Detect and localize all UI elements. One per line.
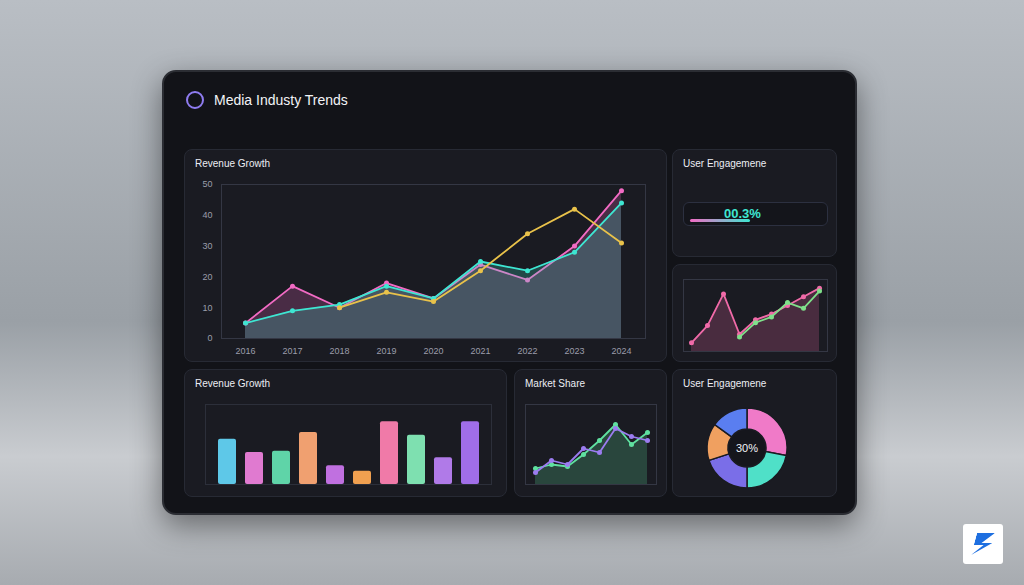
svg-text:2017: 2017 xyxy=(282,346,302,356)
html-text:00.3%: 00.3% xyxy=(724,206,761,221)
svg-text:40: 40 xyxy=(202,210,212,220)
svg-text:2020: 2020 xyxy=(423,346,443,356)
svg-text:30: 30 xyxy=(202,241,212,251)
svg-text:30%: 30% xyxy=(736,442,758,454)
svg-text:0: 0 xyxy=(207,333,212,343)
html-text:User Engagemene: User Engagemene xyxy=(683,378,767,389)
svg-text:2023: 2023 xyxy=(564,346,584,356)
html-text:Market Share: Market Share xyxy=(525,378,585,389)
svg-text:10: 10 xyxy=(202,303,212,313)
svg-text:2022: 2022 xyxy=(517,346,537,356)
html-text:Media Industy Trends: Media Industy Trends xyxy=(214,92,348,108)
svg-text:2016: 2016 xyxy=(235,346,255,356)
svg-text:2021: 2021 xyxy=(470,346,490,356)
html-text:Revenue Growth: Revenue Growth xyxy=(195,158,270,169)
svg-text:2019: 2019 xyxy=(376,346,396,356)
svg-text:50: 50 xyxy=(202,179,212,189)
svg-text:2018: 2018 xyxy=(329,346,349,356)
html-text:User Engagemene: User Engagemene xyxy=(683,158,767,169)
svg-text:2024: 2024 xyxy=(611,346,631,356)
svg-text:20: 20 xyxy=(202,272,212,282)
html-text:Revenue Growth: Revenue Growth xyxy=(195,378,270,389)
